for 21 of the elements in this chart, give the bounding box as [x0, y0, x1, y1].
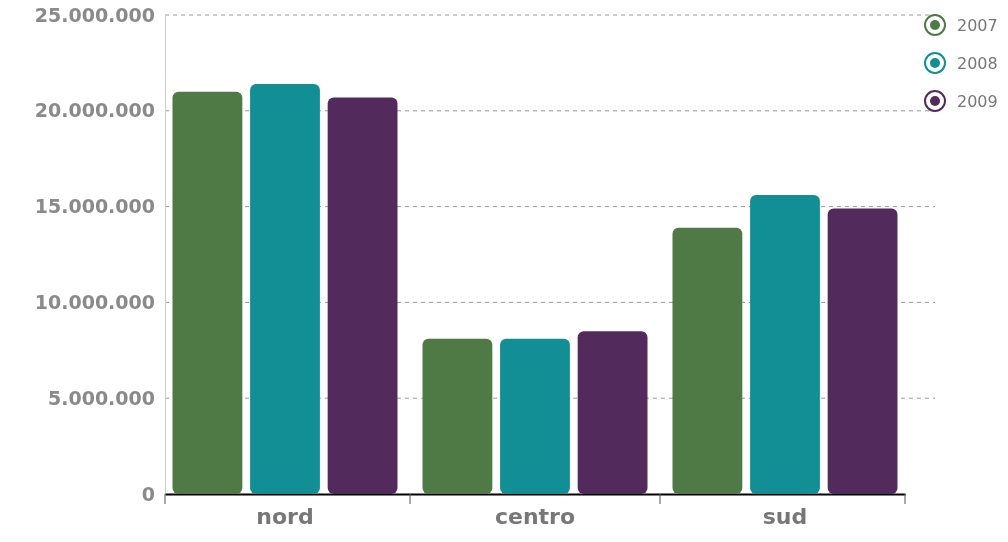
legend-label: 2007 [957, 16, 998, 35]
x-tick-label: nord [256, 503, 314, 529]
legend-label: 2008 [957, 54, 998, 73]
bar [750, 195, 820, 494]
x-tick-label: centro [494, 503, 576, 529]
bar [172, 91, 243, 494]
bar [672, 227, 743, 494]
y-tick-label: 25.000.000 [34, 3, 155, 26]
bar [577, 331, 648, 494]
y-tick-label: 20.000.000 [34, 99, 155, 122]
legend-label: 2009 [957, 92, 998, 111]
bar [250, 83, 320, 494]
bar [422, 338, 493, 494]
y-tick-label: 5.000.000 [48, 386, 155, 409]
x-tick-label: sud [762, 503, 808, 529]
y-tick-label: 10.000.000 [34, 290, 155, 313]
y-tick-label: 0 [141, 482, 155, 505]
bar [327, 97, 398, 494]
bar [500, 338, 570, 494]
bar [827, 208, 898, 494]
y-tick-label: 15.000.000 [34, 195, 155, 218]
